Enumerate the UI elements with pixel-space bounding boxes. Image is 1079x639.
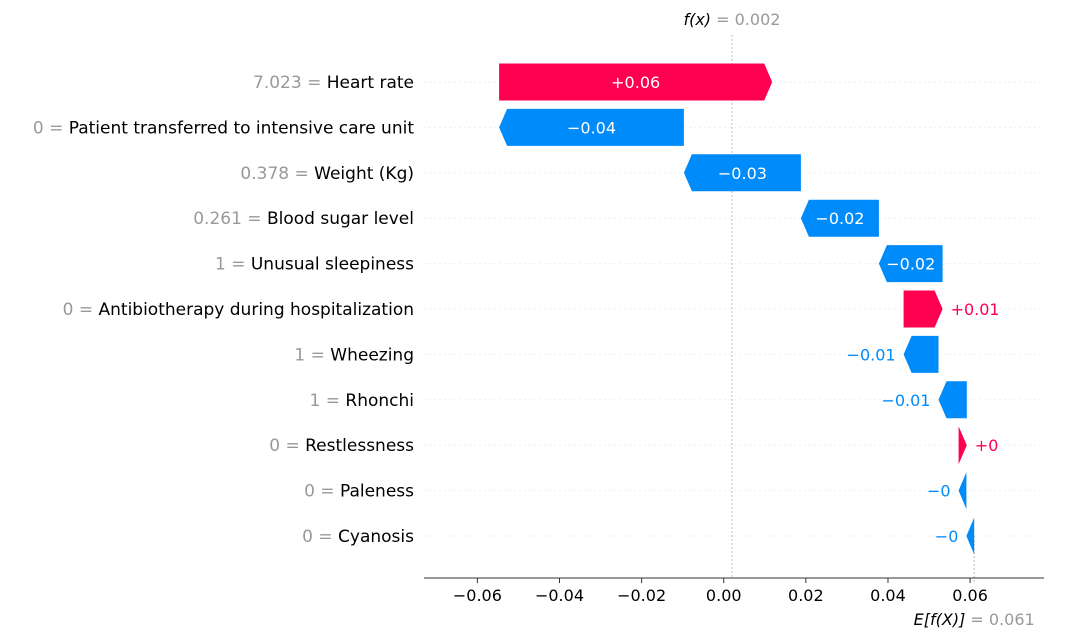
- fx-label: f(x): [683, 10, 711, 29]
- feature-label: 1 = Rhonchi: [310, 391, 415, 411]
- x-tick-label: −0.02: [617, 586, 666, 605]
- feature-name: Rhonchi: [345, 391, 414, 411]
- feature-name: Cyanosis: [338, 527, 414, 547]
- contribution-bars: +0.06 −0.04 −0.03 −0.02 −0.02 +0.01 −0.01 −0.01…: [499, 63, 1000, 555]
- contribution-bar: [966, 517, 975, 555]
- feature-label: 7.023 = Heart rate: [253, 73, 414, 93]
- feature-label: 0.378 = Weight (Kg): [240, 164, 414, 184]
- feature-value: 0: [269, 436, 280, 456]
- feature-value: 7.023: [253, 73, 302, 93]
- fx-equals: =: [711, 10, 735, 29]
- feature-name: Wheezing: [330, 345, 414, 365]
- feature-name: Paleness: [340, 482, 414, 502]
- feature-labels: 7.023 = Heart rate 0 = Patient transferre…: [33, 73, 414, 547]
- feature-name: Antibiotherapy during hospitalization: [99, 300, 415, 320]
- contribution-bar: [878, 245, 943, 283]
- feature-value: 0.378: [240, 164, 289, 184]
- efx-label: E[f(X)]: [914, 610, 966, 629]
- contribution-bar: [958, 426, 967, 464]
- contribution-label: −0.01: [881, 391, 930, 410]
- feature-value: 0.261: [193, 209, 242, 229]
- feature-value: 0: [304, 482, 315, 502]
- contribution-label: −0: [927, 482, 951, 501]
- feature-name: Unusual sleepiness: [251, 255, 414, 275]
- contribution-label: −0: [935, 527, 959, 546]
- feature-name: Restlessness: [305, 436, 414, 456]
- x-tick-label: 0.00: [706, 586, 742, 605]
- fx-annotation: f(x) = 0.002: [683, 10, 780, 29]
- fx-value: 0.002: [735, 10, 781, 29]
- feature-equals: =: [305, 345, 330, 365]
- feature-equals: =: [44, 118, 69, 138]
- feature-label: 0 = Restlessness: [269, 436, 414, 456]
- contribution-bar: [683, 154, 801, 192]
- feature-label: 0 = Antibiotherapy during hospitalizatio…: [63, 300, 414, 320]
- x-tick-label: 0.04: [870, 586, 906, 605]
- x-tick-label: −0.04: [535, 586, 584, 605]
- contribution-label: +0.06: [611, 73, 660, 92]
- contribution-bar: [499, 63, 773, 101]
- feature-value: 0: [63, 300, 74, 320]
- feature-label: 0 = Patient transferred to intensive car…: [33, 118, 414, 138]
- contribution-label: +0.01: [951, 300, 1000, 319]
- efx-value: 0.061: [989, 610, 1035, 629]
- x-tick-label: −0.06: [453, 586, 502, 605]
- feature-equals: =: [320, 391, 345, 411]
- contribution-bar: [938, 381, 967, 419]
- feature-label: 1 = Unusual sleepiness: [215, 255, 414, 275]
- feature-value: 0: [302, 527, 313, 547]
- contribution-bar: [499, 108, 684, 146]
- feature-equals: =: [73, 300, 98, 320]
- feature-value: 0: [33, 118, 44, 138]
- feature-value: 1: [310, 391, 321, 411]
- contribution-label: −0.01: [847, 345, 896, 364]
- contribution-bar: [958, 472, 967, 510]
- feature-equals: =: [315, 482, 340, 502]
- efx-equals: =: [965, 610, 989, 629]
- feature-equals: =: [242, 209, 267, 229]
- contribution-label: +0: [975, 436, 999, 455]
- contribution-bar: [800, 199, 879, 237]
- feature-name: Weight (Kg): [314, 164, 414, 184]
- efx-annotation: E[f(X)] = 0.061: [914, 610, 1035, 629]
- feature-name: Heart rate: [327, 73, 414, 93]
- feature-label: 0.261 = Blood sugar level: [193, 209, 414, 229]
- contribution-label: −0.03: [718, 164, 767, 183]
- feature-name: Patient transferred to intensive care un…: [69, 118, 415, 138]
- contribution-bar: [903, 290, 943, 328]
- feature-label: 0 = Paleness: [304, 482, 414, 502]
- feature-equals: =: [280, 436, 305, 456]
- feature-value: 1: [215, 255, 226, 275]
- contribution-label: −0.02: [886, 255, 935, 274]
- feature-equals: =: [226, 255, 251, 275]
- contribution-label: −0.02: [815, 209, 864, 228]
- x-tick-label: 0.02: [788, 586, 824, 605]
- contribution-bar: [903, 335, 939, 373]
- feature-label: 0 = Cyanosis: [302, 527, 414, 547]
- contribution-label: −0.04: [567, 118, 616, 137]
- feature-equals: =: [313, 527, 338, 547]
- feature-value: 1: [294, 345, 305, 365]
- x-axis: −0.06 −0.04 −0.02 0.00 0.02 0.04 0.06: [424, 577, 1044, 605]
- x-tick-label: 0.06: [952, 586, 988, 605]
- feature-equals: =: [289, 164, 314, 184]
- feature-name: Blood sugar level: [267, 209, 414, 229]
- feature-label: 1 = Wheezing: [294, 345, 414, 365]
- feature-equals: =: [302, 73, 327, 93]
